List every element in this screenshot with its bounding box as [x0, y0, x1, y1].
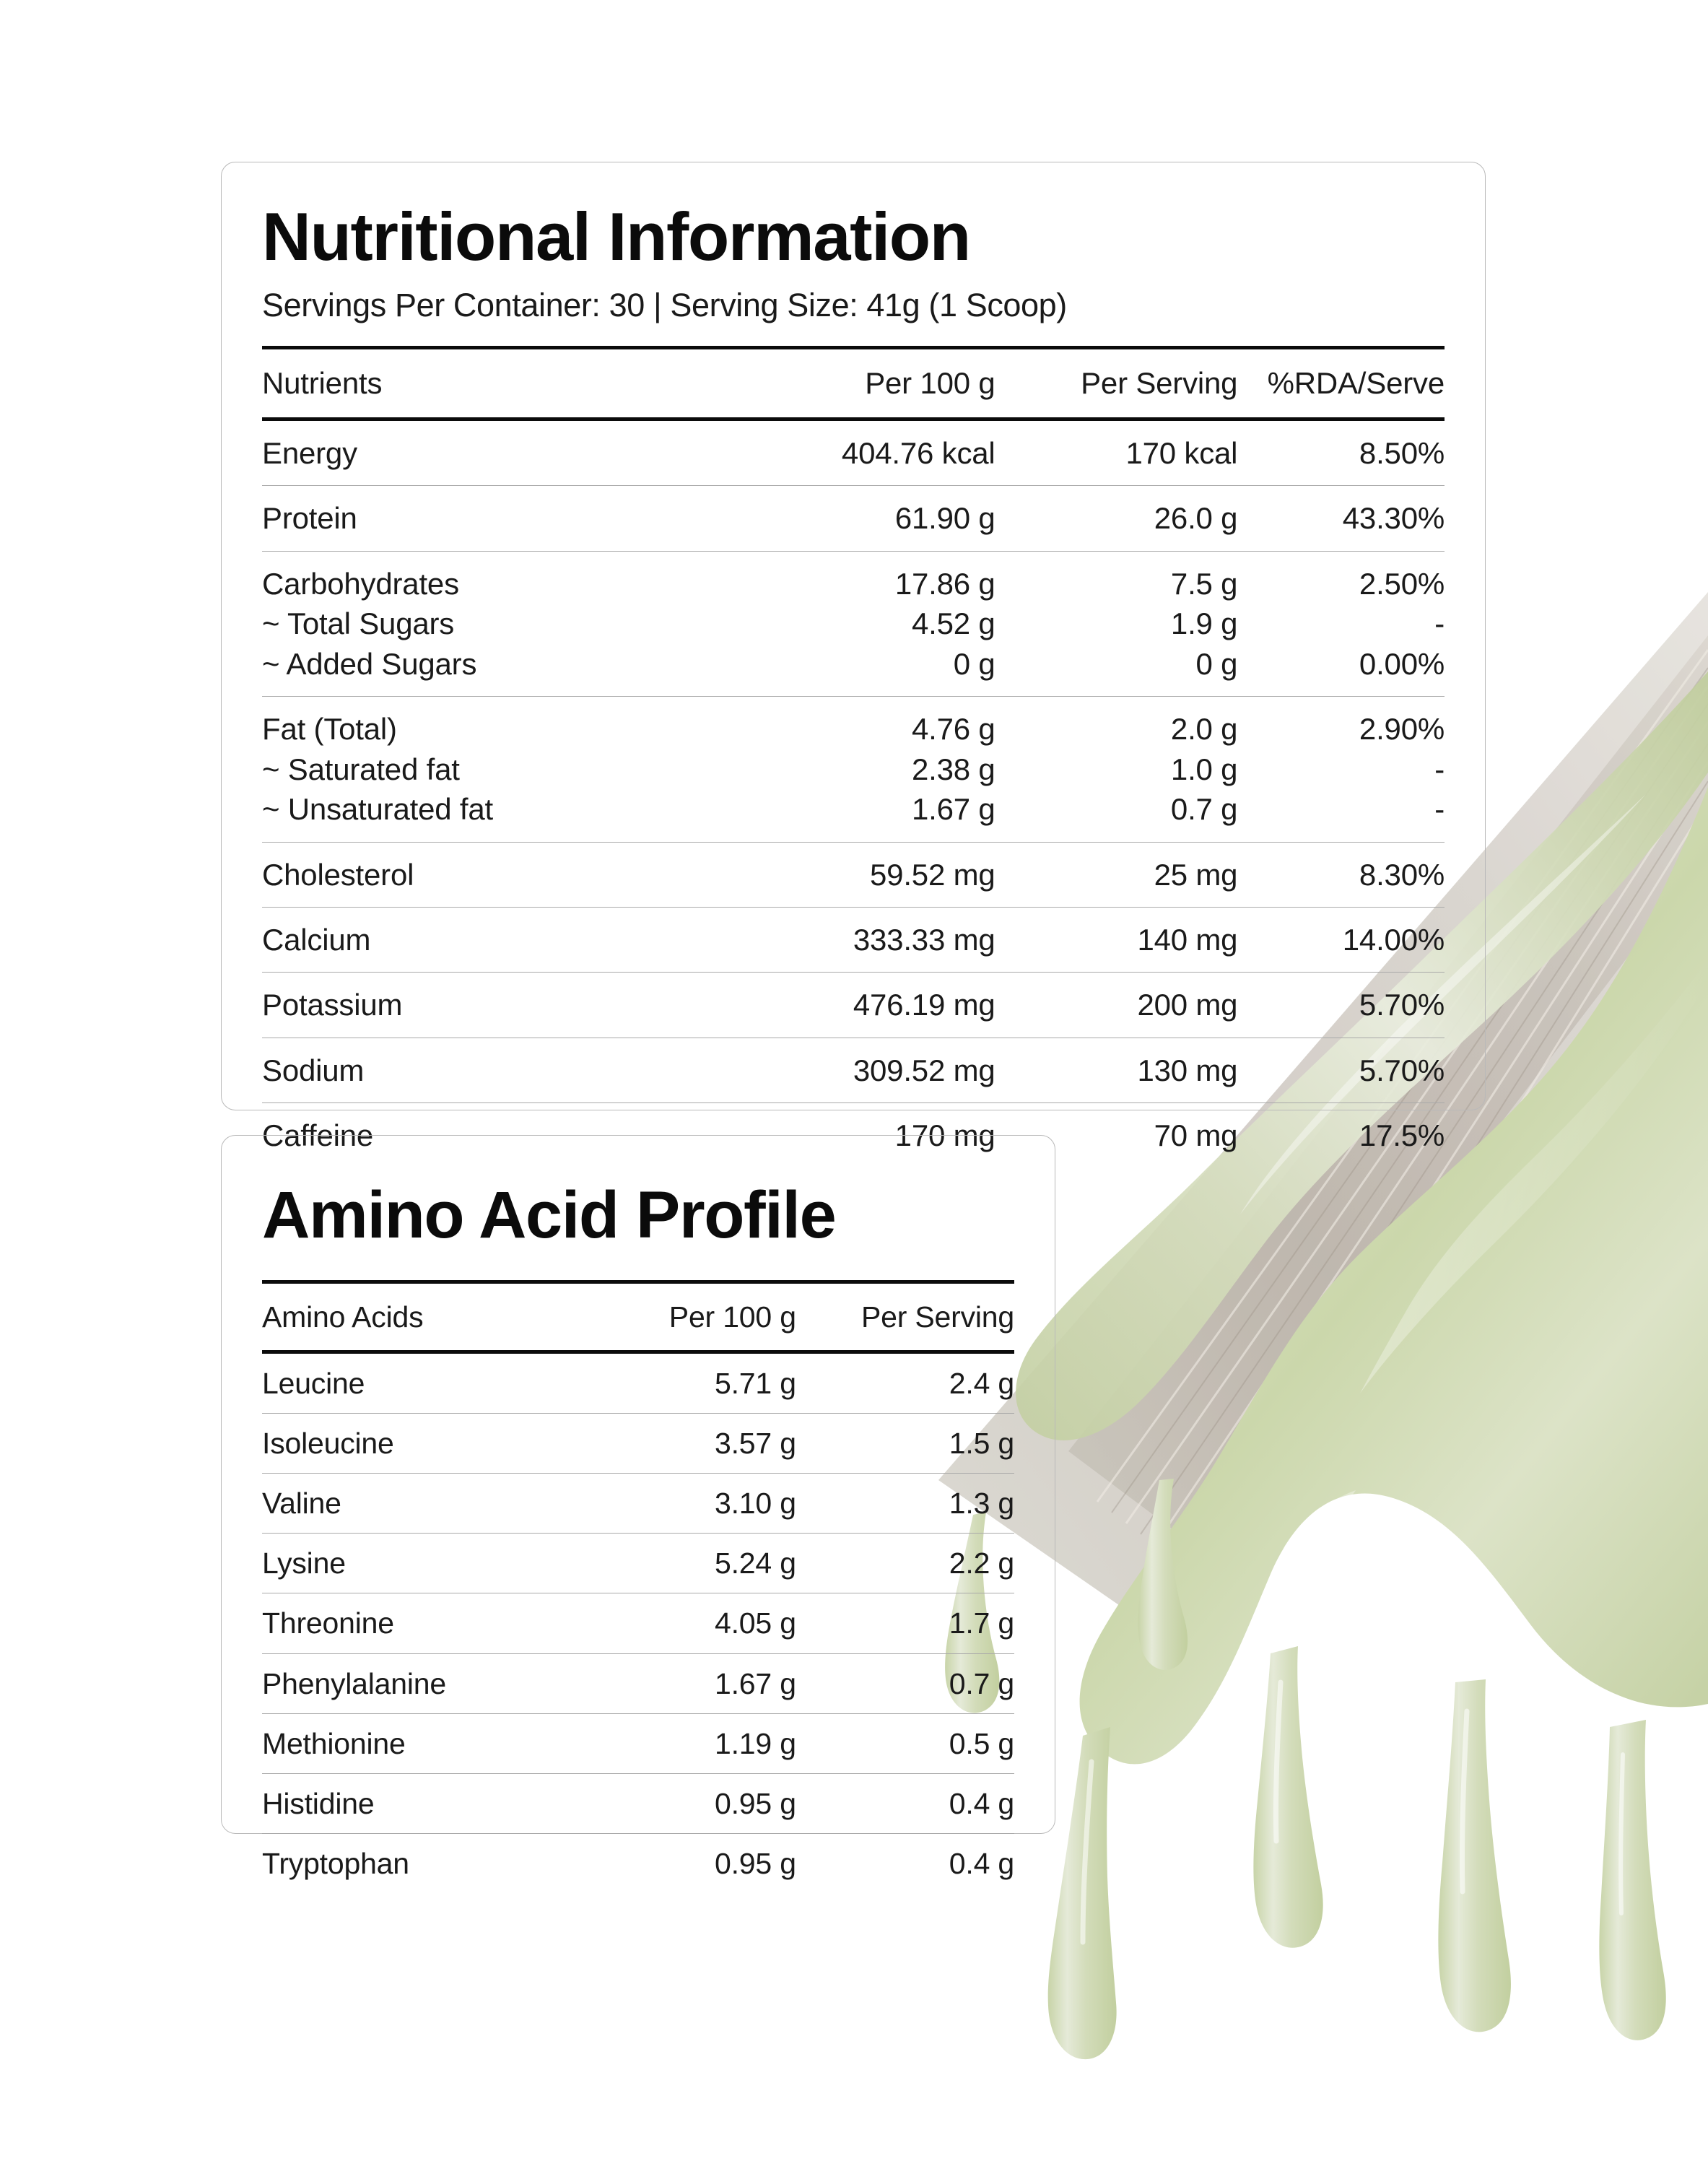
table-row: Energy 404.76 kcal 170 kcal 8.50%: [262, 419, 1445, 486]
row-per-serving: 140 mg: [1137, 922, 1238, 957]
table-header-row: Nutrients Per 100 g Per Serving %RDA/Ser…: [262, 347, 1445, 419]
row-per-100g: 3.57 g: [715, 1427, 796, 1461]
row-label: Valine: [262, 1487, 341, 1521]
col-header-rda-serve: %RDA/Serve: [1267, 366, 1445, 400]
nutrition-table: Nutrients Per 100 g Per Serving %RDA/Ser…: [262, 346, 1445, 1168]
table-row: Potassium 476.19 mg 200 mg 5.70%: [262, 972, 1445, 1038]
row-per-100g: 5.24 g: [715, 1547, 796, 1580]
row-per-100g: 309.52 mg: [853, 1053, 995, 1087]
row-per-serving: 200 mg: [1137, 988, 1238, 1022]
row-per-serving: 0.4 g: [949, 1786, 1014, 1820]
row-label: Cholesterol: [262, 857, 414, 892]
table-row: Histidine 0.95 g 0.4 g: [262, 1773, 1014, 1833]
row-label: Histidine: [262, 1786, 375, 1820]
row-per-100g: 0.95 g: [715, 1846, 796, 1880]
row-rda: 17.5%: [1359, 1118, 1445, 1153]
table-row: Valine 3.10 g 1.3 g: [262, 1473, 1014, 1534]
table-row: Calcium 333.33 mg 140 mg 14.00%: [262, 907, 1445, 972]
drip-highlights: [1080, 1679, 1625, 1945]
row-label: Potassium: [262, 988, 403, 1022]
row-per-100g: 4.05 g: [715, 1606, 796, 1640]
row-per-100g: 0.95 g: [715, 1786, 796, 1820]
amino-acid-table: Amino Acids Per 100 g Per Serving Leucin…: [262, 1280, 1014, 1893]
table-row: Protein 61.90 g 26.0 g 43.30%: [262, 485, 1445, 551]
amino-table-body: Leucine 5.71 g 2.4 g Isoleucine 3.57 g 1…: [262, 1352, 1014, 1893]
table-row: Isoleucine 3.57 g 1.5 g: [262, 1413, 1014, 1474]
row-rda: 43.30%: [1342, 501, 1445, 536]
row-rda: 8.30%: [1359, 857, 1445, 892]
row-per-serving: 0.7 g: [949, 1666, 1014, 1700]
row-per-100g: 61.90 g: [894, 501, 995, 536]
nutrition-table-header: Nutrients Per 100 g Per Serving %RDA/Ser…: [262, 347, 1445, 419]
row-per-serving: 1.7 g: [949, 1606, 1014, 1640]
col-header-nutrients: Nutrients: [262, 366, 383, 400]
row-per-100g: 1.67 g: [715, 1666, 796, 1700]
row-label: Methionine: [262, 1726, 406, 1760]
table-row: Leucine 5.71 g 2.4 g: [262, 1352, 1014, 1414]
table-row: Phenylalanine 1.67 g 0.7 g: [262, 1653, 1014, 1713]
row-per-serving: 7.5 g 1.9 g 0 g: [1170, 566, 1238, 681]
row-rda: 8.50%: [1359, 436, 1445, 470]
row-per-serving: 2.4 g: [949, 1367, 1014, 1400]
row-label: Protein: [262, 501, 357, 536]
col-header-per-100g: Per 100 g: [668, 1300, 796, 1334]
row-label: Energy: [262, 436, 357, 470]
row-per-100g: 404.76 kcal: [841, 436, 995, 470]
row-label: Fat (Total) ~ Saturated fat ~ Unsaturate…: [262, 712, 493, 827]
col-header-per-100g: Per 100 g: [865, 366, 995, 400]
row-per-100g: 333.33 mg: [853, 922, 995, 957]
row-label: Sodium: [262, 1053, 365, 1087]
row-label: Carbohydrates ~ Total Sugars ~ Added Sug…: [262, 566, 477, 681]
table-row: Cholesterol 59.52 mg 25 mg 8.30%: [262, 842, 1445, 907]
row-per-100g: 4.76 g 2.38 g 1.67 g: [911, 712, 995, 827]
amino-profile-title: Amino Acid Profile: [262, 1178, 837, 1252]
table-row: Sodium 309.52 mg 130 mg 5.70%: [262, 1038, 1445, 1102]
row-rda: 2.90% - -: [1359, 712, 1445, 827]
row-per-serving: 25 mg: [1154, 857, 1238, 892]
table-row: Tryptophan 0.95 g 0.4 g: [262, 1833, 1014, 1893]
row-per-serving: 1.5 g: [949, 1427, 1014, 1461]
row-per-100g: 17.86 g 4.52 g 0 g: [894, 566, 995, 681]
table-row: Lysine 5.24 g 2.2 g: [262, 1533, 1014, 1593]
row-per-serving: 170 kcal: [1125, 436, 1238, 470]
table-row: Methionine 1.19 g 0.5 g: [262, 1713, 1014, 1773]
row-rda: 14.00%: [1342, 922, 1445, 957]
row-label: Threonine: [262, 1606, 394, 1640]
col-header-per-serving: Per Serving: [860, 1300, 1014, 1334]
table-header-row: Amino Acids Per 100 g Per Serving: [262, 1282, 1014, 1352]
row-per-100g: 59.52 mg: [870, 857, 995, 892]
row-per-100g: 476.19 mg: [853, 988, 995, 1022]
row-label: Tryptophan: [262, 1846, 409, 1880]
row-label: Calcium: [262, 922, 371, 957]
table-row: Fat (Total) ~ Saturated fat ~ Unsaturate…: [262, 696, 1445, 842]
row-label: Isoleucine: [262, 1427, 394, 1461]
nutrition-table-body: Energy 404.76 kcal 170 kcal 8.50% Protei…: [262, 419, 1445, 1168]
row-per-100g: 1.19 g: [715, 1726, 796, 1760]
col-header-per-serving: Per Serving: [1081, 366, 1238, 400]
table-row: Carbohydrates ~ Total Sugars ~ Added Sug…: [262, 551, 1445, 696]
row-per-serving: 1.3 g: [949, 1487, 1014, 1521]
row-label: Phenylalanine: [262, 1666, 446, 1700]
amino-acid-profile-card: Amino Acid Profile Amino Acids Per 100 g…: [221, 1135, 1055, 1880]
table-row: Threonine 4.05 g 1.7 g: [262, 1593, 1014, 1653]
row-rda: 2.50% - 0.00%: [1359, 566, 1445, 681]
row-per-serving: 2.2 g: [949, 1547, 1014, 1580]
nutrition-information-card: Nutritional Information Servings Per Con…: [221, 162, 1486, 1152]
row-per-serving: 26.0 g: [1154, 501, 1238, 536]
col-header-amino-acids: Amino Acids: [262, 1300, 424, 1334]
page-title: Nutritional Information: [262, 199, 971, 274]
amino-table-header: Amino Acids Per 100 g Per Serving: [262, 1282, 1014, 1352]
serving-info: Servings Per Container: 30 | Serving Siz…: [262, 287, 1067, 323]
row-per-serving: 130 mg: [1137, 1053, 1238, 1087]
row-per-serving: 2.0 g 1.0 g 0.7 g: [1170, 712, 1238, 827]
row-per-serving: 0.5 g: [949, 1726, 1014, 1760]
row-per-100g: 3.10 g: [715, 1487, 796, 1521]
row-per-serving: 0.4 g: [949, 1846, 1014, 1880]
row-rda: 5.70%: [1359, 1053, 1445, 1087]
row-label: Leucine: [262, 1367, 365, 1400]
row-label: Lysine: [262, 1547, 346, 1580]
row-rda: 5.70%: [1359, 988, 1445, 1022]
row-per-100g: 5.71 g: [715, 1367, 796, 1400]
